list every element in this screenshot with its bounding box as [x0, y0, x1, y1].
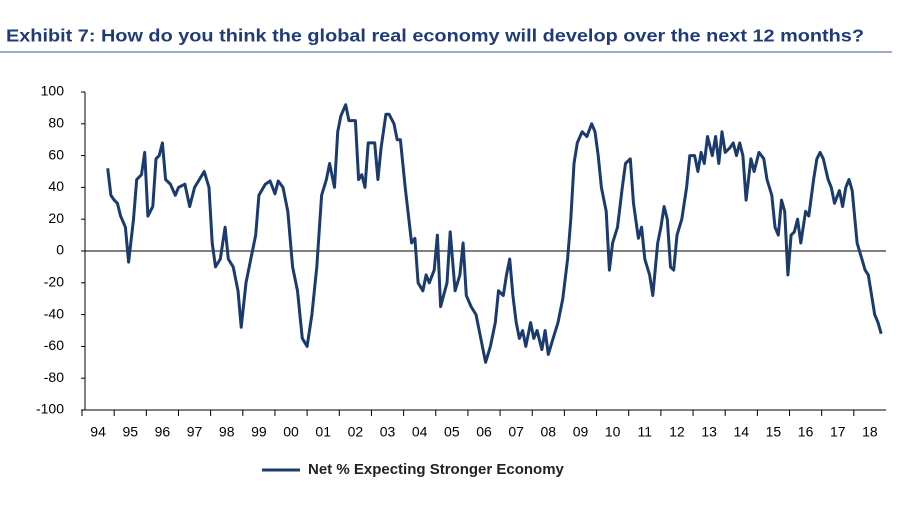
x-tick-label: 04 — [412, 424, 428, 440]
x-tick-label: 98 — [219, 424, 235, 440]
x-tick-label: 03 — [380, 424, 396, 440]
x-tick-label: 10 — [605, 424, 621, 440]
x-tick-label: 02 — [348, 424, 364, 440]
y-tick-label: -80 — [44, 369, 64, 385]
y-tick-label: -100 — [36, 401, 64, 417]
x-tick-label: 18 — [862, 424, 878, 440]
x-tick-label: 12 — [669, 424, 685, 440]
x-tick-label: 99 — [251, 424, 267, 440]
chart-title: Exhibit 7: How do you think the global r… — [6, 26, 864, 46]
x-tick-label: 00 — [283, 424, 299, 440]
x-tick-label: 16 — [798, 424, 814, 440]
x-tick-label: 08 — [541, 424, 557, 440]
x-tick-label: 05 — [444, 424, 460, 440]
y-tick-label: -20 — [44, 274, 64, 290]
y-tick-label: 100 — [41, 83, 65, 99]
x-tick-label: 11 — [638, 424, 653, 440]
x-tick-label: 94 — [90, 424, 106, 440]
y-tick-label: 0 — [56, 242, 64, 258]
legend-label: Net % Expecting Stronger Economy — [308, 461, 565, 478]
x-tick-label: 14 — [733, 424, 749, 440]
y-tick-label: 80 — [48, 115, 64, 131]
x-tick-label: 97 — [187, 424, 203, 440]
x-tick-label: 95 — [122, 424, 138, 440]
y-tick-label: -40 — [44, 305, 64, 321]
series-line — [106, 103, 883, 364]
x-tick-label: 07 — [508, 424, 524, 440]
x-tick-label: 09 — [573, 424, 589, 440]
y-tick-label: 20 — [48, 210, 64, 226]
x-tick-label: 96 — [155, 424, 171, 440]
x-tick-label: 13 — [701, 424, 717, 440]
x-tick-label: 17 — [830, 424, 846, 440]
y-tick-label: 40 — [48, 178, 64, 194]
x-tick-label: 01 — [315, 424, 331, 440]
x-tick-label: 06 — [476, 424, 492, 440]
y-tick-label: 60 — [48, 146, 64, 162]
x-tick-label: 15 — [766, 424, 782, 440]
y-tick-label: -60 — [44, 337, 64, 353]
